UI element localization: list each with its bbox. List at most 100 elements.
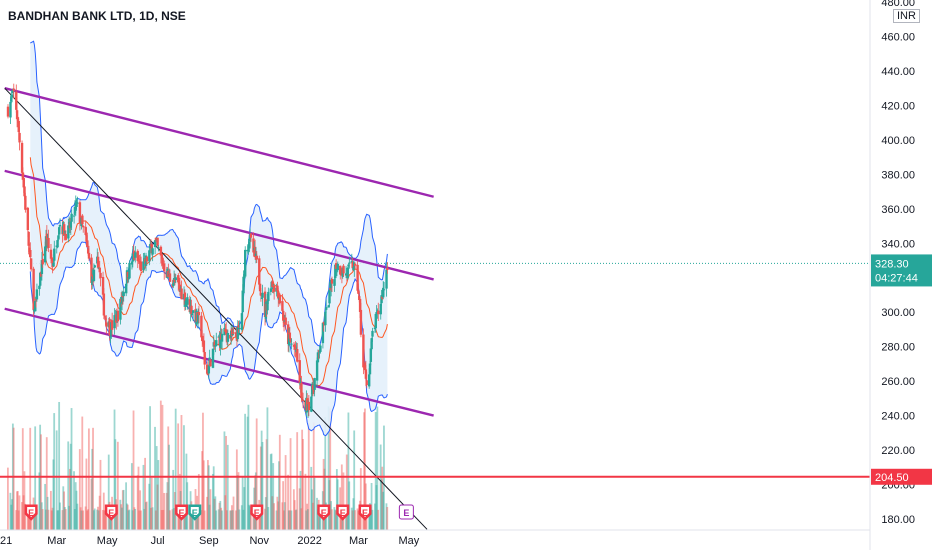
candle-body bbox=[365, 380, 368, 386]
candle-body bbox=[24, 195, 27, 210]
volume-bar bbox=[160, 510, 163, 530]
volume-bar bbox=[323, 468, 326, 530]
candle-body bbox=[348, 262, 351, 264]
volume-bar bbox=[76, 503, 79, 530]
event-marker-earnings[interactable]: E bbox=[250, 504, 264, 521]
volume-bar bbox=[241, 477, 244, 530]
volume-bar bbox=[359, 468, 362, 530]
volume-bar bbox=[212, 466, 215, 530]
candle-body bbox=[116, 310, 120, 322]
candle-body bbox=[369, 348, 373, 362]
volume-bar bbox=[132, 410, 135, 530]
candle-body bbox=[86, 240, 89, 248]
volume-bar bbox=[249, 506, 251, 530]
candle-body bbox=[174, 277, 177, 281]
volume-bar bbox=[163, 492, 166, 530]
volume-bar bbox=[370, 482, 373, 530]
event-marker-future[interactable]: E bbox=[398, 504, 414, 520]
event-inner bbox=[319, 507, 328, 517]
candle-body bbox=[75, 202, 78, 204]
event-marker-dividend[interactable]: E bbox=[188, 504, 202, 521]
volume-bar bbox=[254, 472, 257, 530]
volume-bar bbox=[368, 510, 370, 530]
volume-bar bbox=[377, 509, 380, 530]
volume-bar bbox=[271, 496, 274, 530]
volume-bar bbox=[87, 509, 89, 530]
volume-bar bbox=[305, 510, 308, 530]
volume-bar bbox=[41, 509, 44, 530]
volume-bar bbox=[207, 465, 210, 530]
volume-bar bbox=[363, 412, 366, 530]
volume-bar bbox=[168, 510, 171, 530]
candle-body bbox=[269, 288, 273, 292]
candle-body bbox=[300, 382, 303, 398]
volume-bar bbox=[159, 400, 162, 530]
candle-body bbox=[327, 305, 330, 308]
volume-bar bbox=[184, 507, 187, 530]
volume-bar bbox=[217, 509, 220, 530]
volume-bar bbox=[292, 489, 295, 530]
candle-body bbox=[18, 132, 21, 143]
event-marker-earnings[interactable]: E bbox=[317, 504, 331, 521]
candle-body bbox=[177, 275, 180, 283]
candle-body bbox=[27, 231, 30, 246]
event-marker-earnings[interactable]: E bbox=[175, 504, 189, 521]
volume-bar bbox=[139, 490, 142, 530]
time-axis-panel bbox=[0, 530, 870, 550]
candle-body bbox=[253, 246, 257, 258]
price-tick-label: 300.00 bbox=[881, 307, 915, 319]
volume-bar bbox=[221, 510, 223, 530]
volume-bar bbox=[125, 482, 127, 530]
candle-body bbox=[87, 252, 91, 259]
volume-bar bbox=[295, 509, 298, 530]
candle-body bbox=[183, 292, 187, 305]
time-tick-label: Mar bbox=[47, 535, 66, 547]
candle-body bbox=[84, 226, 87, 235]
event-label: E bbox=[321, 508, 327, 518]
candle-body bbox=[367, 374, 371, 387]
volume-bar bbox=[353, 430, 356, 530]
event-label: E bbox=[108, 508, 114, 518]
volume-bar bbox=[277, 501, 280, 530]
volume-bar bbox=[304, 473, 307, 530]
currency-label[interactable]: INR bbox=[893, 9, 920, 23]
volume-bar bbox=[272, 463, 275, 530]
event-marker-earnings[interactable]: E bbox=[104, 504, 118, 521]
volume-bar bbox=[230, 510, 232, 530]
candle-body bbox=[244, 249, 247, 277]
candle-body bbox=[359, 309, 363, 335]
volume-bar bbox=[93, 508, 96, 530]
volume-bar bbox=[63, 491, 66, 530]
volume-bar bbox=[96, 509, 99, 530]
trend-line[interactable] bbox=[4, 87, 428, 530]
candle-body bbox=[105, 322, 108, 327]
candle-body bbox=[57, 235, 60, 240]
candle-body bbox=[98, 267, 101, 273]
volume-bar bbox=[90, 478, 93, 530]
volume-bar bbox=[167, 426, 170, 530]
candle-body bbox=[255, 255, 258, 260]
candle-body bbox=[230, 328, 234, 336]
candle-body bbox=[342, 265, 345, 274]
candle-body bbox=[148, 250, 151, 262]
event-marker-earnings[interactable]: E bbox=[24, 504, 38, 521]
candle-body bbox=[325, 307, 328, 310]
volume-bar bbox=[97, 506, 99, 530]
candle-body bbox=[318, 351, 321, 353]
volume-bar bbox=[322, 458, 325, 530]
volume-bar bbox=[351, 510, 354, 530]
volume-bar bbox=[174, 408, 177, 530]
volume-bar bbox=[116, 509, 118, 530]
channel-lines[interactable] bbox=[4, 87, 434, 417]
candle-body bbox=[103, 315, 106, 318]
candle-body bbox=[161, 257, 164, 265]
volume-bar bbox=[226, 444, 229, 530]
volume-bar bbox=[329, 408, 332, 530]
event-marker-earnings[interactable]: E bbox=[358, 504, 372, 521]
candle-body bbox=[101, 276, 105, 295]
volume-bar bbox=[64, 509, 67, 530]
volume-bar bbox=[59, 502, 61, 530]
event-marker-earnings[interactable]: E bbox=[336, 504, 350, 521]
